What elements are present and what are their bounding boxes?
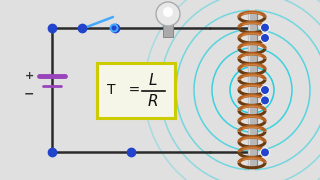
Circle shape [163,7,173,17]
FancyBboxPatch shape [97,63,175,118]
Text: T   =: T = [107,84,140,98]
Text: +: + [24,71,34,81]
Circle shape [260,96,269,105]
Circle shape [260,86,269,94]
Circle shape [260,148,269,157]
Bar [247,12,257,168]
Circle shape [156,2,180,26]
Bar [163,23,173,37]
Circle shape [260,33,269,42]
Circle shape [260,23,269,32]
Text: R: R [148,94,158,109]
Text: −: − [24,87,34,100]
Text: L: L [149,73,157,88]
